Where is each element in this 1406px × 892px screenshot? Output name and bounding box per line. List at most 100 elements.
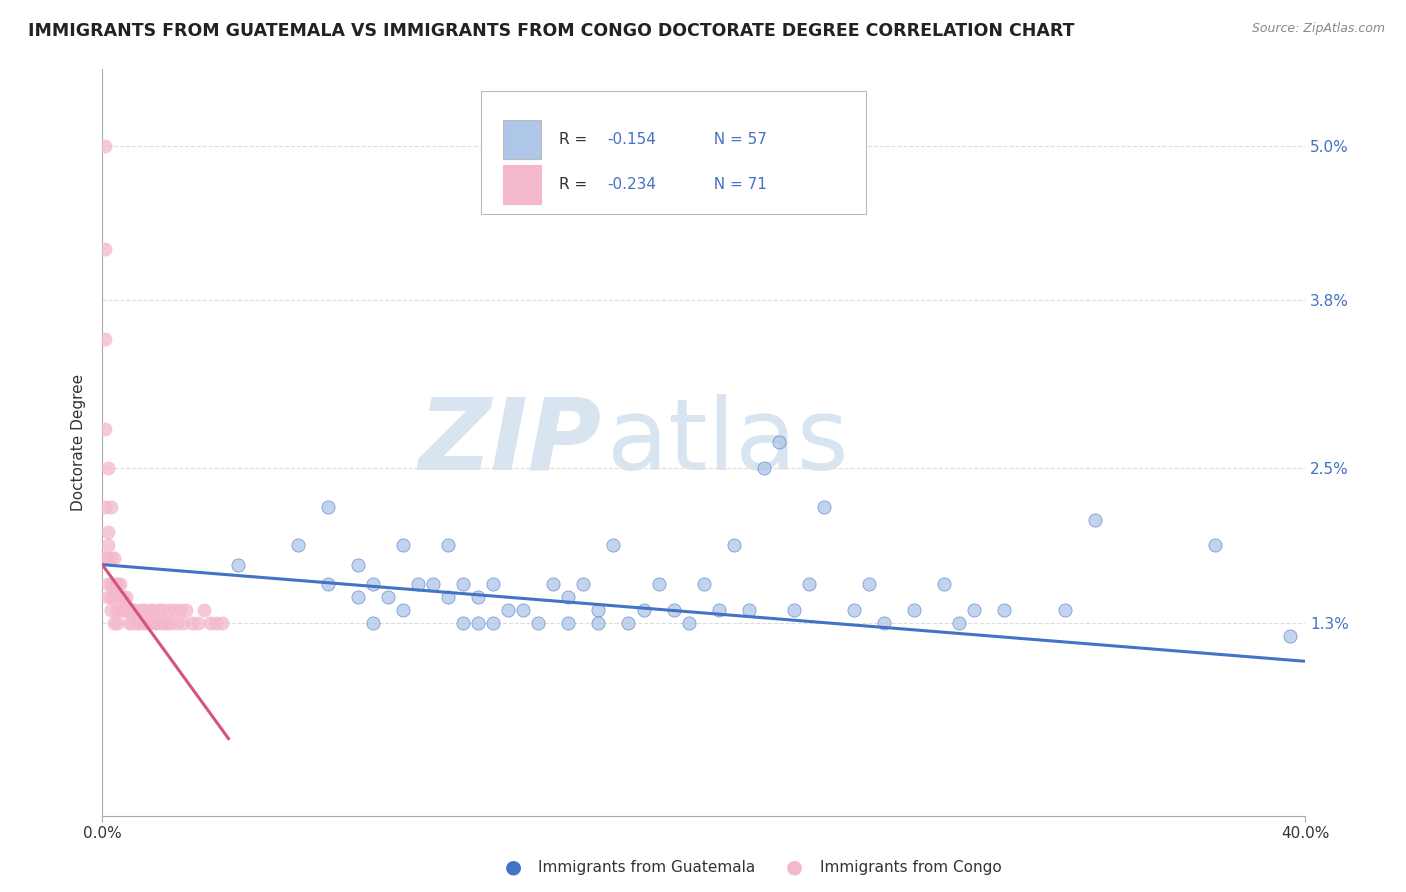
Point (557, 615, 579, 630)
Point (752, 461, 775, 475)
Point (543, 577, 565, 591)
Point (422, 577, 444, 591)
Text: Source: ZipAtlas.com: Source: ZipAtlas.com (1251, 22, 1385, 36)
Point (97, 538, 120, 552)
Point (94, 500, 117, 514)
Point (139, 615, 162, 630)
Point (392, 538, 415, 552)
Point (155, 615, 177, 630)
Point (110, 603, 132, 617)
Text: N = 71: N = 71 (703, 177, 766, 192)
Text: N = 57: N = 57 (703, 132, 766, 147)
Point (112, 590, 135, 604)
Point (647, 577, 669, 591)
Point (948, 615, 970, 630)
Point (633, 603, 655, 617)
Point (97, 525, 120, 540)
Point (873, 615, 896, 630)
Point (392, 603, 415, 617)
Point (482, 615, 505, 630)
Point (200, 615, 222, 630)
Point (172, 615, 194, 630)
Point (451, 577, 474, 591)
Point (145, 615, 167, 630)
Point (707, 603, 730, 617)
Point (97, 577, 120, 591)
Point (100, 500, 122, 514)
Point (118, 615, 141, 630)
Text: ZIP: ZIP (419, 393, 602, 491)
Point (226, 558, 249, 572)
Point (150, 615, 173, 630)
Point (1053, 603, 1076, 617)
Bar (503, 165, 541, 203)
Point (127, 615, 149, 630)
Point (963, 603, 986, 617)
Point (136, 615, 159, 630)
Point (842, 603, 865, 617)
Point (205, 615, 228, 630)
Point (94, 551, 117, 566)
Point (112, 603, 135, 617)
Point (105, 577, 128, 591)
Point (103, 551, 125, 566)
Text: ●: ● (786, 857, 803, 877)
Point (166, 615, 188, 630)
Point (467, 615, 489, 630)
Point (662, 603, 685, 617)
Point (94, 242, 117, 256)
Point (482, 577, 505, 591)
Point (768, 435, 790, 450)
Point (346, 590, 368, 604)
Point (723, 538, 745, 552)
Point (176, 603, 198, 617)
Point (145, 615, 167, 630)
Point (134, 603, 156, 617)
Point (97, 590, 120, 604)
Point (115, 603, 138, 617)
Point (127, 615, 149, 630)
Point (105, 603, 128, 617)
Point (588, 615, 610, 630)
Point (813, 500, 835, 514)
Point (105, 615, 128, 630)
Point (100, 577, 122, 591)
Point (110, 590, 132, 604)
Point (617, 615, 640, 630)
Point (361, 577, 384, 591)
Point (157, 603, 180, 617)
Point (934, 577, 956, 591)
Point (134, 615, 156, 630)
Point (1084, 512, 1107, 526)
Point (496, 603, 519, 617)
Point (163, 603, 186, 617)
Point (110, 577, 132, 591)
Point (692, 577, 714, 591)
Point (512, 603, 534, 617)
Point (112, 603, 135, 617)
Point (115, 603, 138, 617)
Text: -0.154: -0.154 (607, 132, 657, 147)
Point (1279, 628, 1302, 642)
Point (406, 577, 429, 591)
Point (738, 603, 761, 617)
Point (115, 590, 138, 604)
Point (103, 577, 125, 591)
Point (100, 590, 122, 604)
Text: IMMIGRANTS FROM GUATEMALA VS IMMIGRANTS FROM CONGO DOCTORATE DEGREE CORRELATION : IMMIGRANTS FROM GUATEMALA VS IMMIGRANTS … (28, 22, 1074, 40)
FancyBboxPatch shape (481, 91, 866, 214)
Point (211, 615, 233, 630)
Point (346, 558, 368, 572)
Point (187, 615, 209, 630)
Point (993, 603, 1015, 617)
Point (903, 603, 925, 617)
Point (142, 603, 165, 617)
Text: ●: ● (505, 857, 522, 877)
Point (361, 615, 384, 630)
Point (139, 615, 162, 630)
Point (572, 577, 595, 591)
Point (181, 615, 204, 630)
Point (97, 551, 120, 566)
Point (287, 538, 309, 552)
Point (316, 500, 339, 514)
